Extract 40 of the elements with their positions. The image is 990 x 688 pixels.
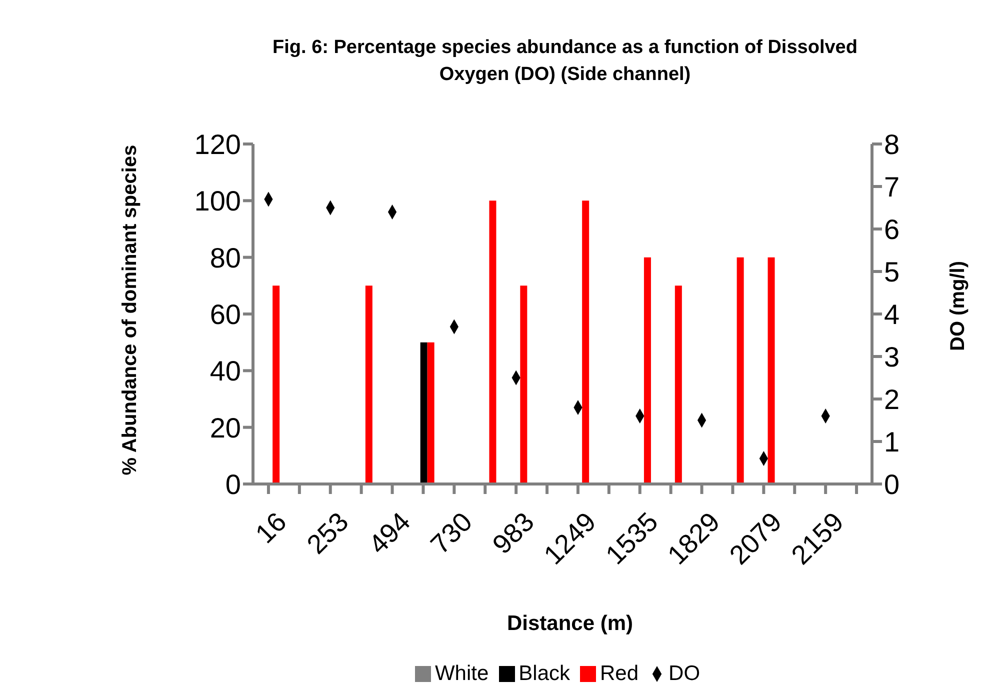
y2-tick-label: 6 xyxy=(884,214,900,245)
y-tick-label: 80 xyxy=(210,242,241,274)
y2-tick-label: 0 xyxy=(884,468,900,500)
y2-tick-label: 8 xyxy=(884,128,900,160)
x-axis-title: Distance (m) xyxy=(506,612,634,636)
legend-label: DO xyxy=(668,662,700,685)
legend-label: Red xyxy=(600,662,639,685)
x-tick-label: 253 xyxy=(301,506,354,560)
legend-label: Black xyxy=(518,662,570,685)
bar xyxy=(420,342,428,484)
x-tick-label: 730 xyxy=(424,506,478,560)
bar xyxy=(272,286,280,484)
bar xyxy=(520,286,528,484)
bar xyxy=(489,200,496,484)
x-tick-label: 983 xyxy=(486,506,540,560)
bar xyxy=(365,286,372,484)
legend-label: White xyxy=(434,662,489,685)
bar xyxy=(582,200,590,484)
y2-axis-title: DO (mg/l) xyxy=(946,260,970,353)
x-tick-label: 494 xyxy=(363,506,416,560)
bar xyxy=(674,286,682,484)
y-tick-label: 60 xyxy=(210,298,241,330)
y-tick-label: 100 xyxy=(194,186,241,217)
x-tick-label: 16 xyxy=(250,506,292,550)
y-axis-title: % Abundance of dominant species xyxy=(118,144,142,478)
y2-tick-label: 5 xyxy=(884,256,900,288)
bar xyxy=(427,342,434,484)
bar xyxy=(768,257,775,484)
y-tick-label: 0 xyxy=(225,468,241,500)
y2-tick-label: 2 xyxy=(884,384,900,415)
y2-tick-label: 7 xyxy=(884,171,900,202)
y2-tick-label: 3 xyxy=(884,341,900,372)
y2-tick-label: 4 xyxy=(884,298,900,330)
bar xyxy=(644,257,651,484)
bar xyxy=(736,257,744,484)
chart-title: Fig. 6: Percentage species abundance as a function of Dissolved Oxygen (DO) (Side channel) xyxy=(272,36,858,87)
y-tick-label: 20 xyxy=(210,412,241,444)
y2-tick-label: 1 xyxy=(884,426,900,458)
y-tick-label: 40 xyxy=(210,356,241,387)
y-tick-label: 120 xyxy=(194,128,241,160)
